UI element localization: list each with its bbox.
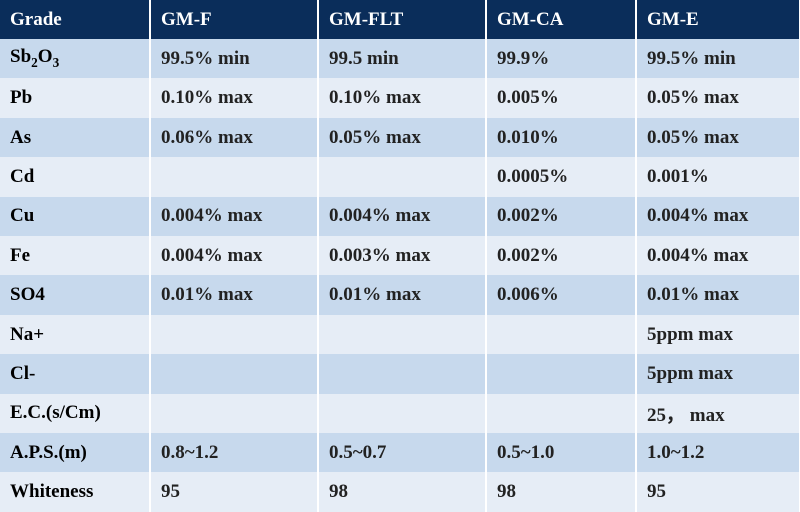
row-property: A.P.S.(m): [0, 433, 150, 472]
cell-gmflt: [318, 157, 486, 196]
cell-gmca: 0.0005%: [486, 157, 636, 196]
table-row: As 0.06% max 0.05% max 0.010% 0.05% max: [0, 118, 800, 157]
table-row: Cl- 5ppm max: [0, 354, 800, 393]
col-header-gmca: GM-CA: [486, 0, 636, 39]
row-property: Fe: [0, 236, 150, 275]
table-row: E.C.(s/Cm) 25， max: [0, 394, 800, 433]
cell-gme: 5ppm max: [636, 315, 800, 354]
cell-gmflt: 0.003% max: [318, 236, 486, 275]
cell-gmca: 0.010%: [486, 118, 636, 157]
table-row: A.P.S.(m) 0.8~1.2 0.5~0.7 0.5~1.0 1.0~1.…: [0, 433, 800, 472]
row-property: Whiteness: [0, 472, 150, 512]
row-property: As: [0, 118, 150, 157]
row-property: Pb: [0, 78, 150, 117]
cell-gmf: [150, 315, 318, 354]
col-header-gmf: GM-F: [150, 0, 318, 39]
table-row: Na+ 5ppm max: [0, 315, 800, 354]
cell-gmf: 95: [150, 472, 318, 512]
cell-gmca: 0.002%: [486, 197, 636, 236]
table-body: Sb2O3 99.5% min 99.5 min 99.9% 99.5% min…: [0, 39, 800, 512]
row-property: SO4: [0, 275, 150, 314]
cell-gmf: [150, 394, 318, 433]
table-row: Whiteness 95 98 98 95: [0, 472, 800, 512]
table-row: SO4 0.01% max 0.01% max 0.006% 0.01% max: [0, 275, 800, 314]
cell-gme: 0.004% max: [636, 236, 800, 275]
spec-table: Grade GM-F GM-FLT GM-CA GM-E Sb2O3 99.5%…: [0, 0, 800, 512]
cell-gmca: 0.002%: [486, 236, 636, 275]
row-property: Na+: [0, 315, 150, 354]
cell-gmflt: 0.004% max: [318, 197, 486, 236]
header-row: Grade GM-F GM-FLT GM-CA GM-E: [0, 0, 800, 39]
cell-gmca: 99.9%: [486, 39, 636, 78]
cell-gmflt: 0.10% max: [318, 78, 486, 117]
cell-gme: 0.01% max: [636, 275, 800, 314]
cell-gmca: [486, 354, 636, 393]
cell-gmflt: 0.5~0.7: [318, 433, 486, 472]
cell-gmf: 99.5% min: [150, 39, 318, 78]
cell-gmca: 98: [486, 472, 636, 512]
cell-gmf: 0.01% max: [150, 275, 318, 314]
cell-gmca: 0.006%: [486, 275, 636, 314]
row-property: E.C.(s/Cm): [0, 394, 150, 433]
cell-gme: 0.05% max: [636, 78, 800, 117]
cell-gmf: [150, 354, 318, 393]
cell-gmca: [486, 315, 636, 354]
cell-gmf: 0.004% max: [150, 197, 318, 236]
cell-gme: 25， max: [636, 394, 800, 433]
cell-gmflt: [318, 354, 486, 393]
cell-gmflt: 98: [318, 472, 486, 512]
row-property: Cd: [0, 157, 150, 196]
table-row: Cu 0.004% max 0.004% max 0.002% 0.004% m…: [0, 197, 800, 236]
cell-gmf: [150, 157, 318, 196]
row-property: Cu: [0, 197, 150, 236]
cell-gmca: [486, 394, 636, 433]
cell-gme: 1.0~1.2: [636, 433, 800, 472]
cell-gmf: 0.004% max: [150, 236, 318, 275]
row-property: Sb2O3: [0, 39, 150, 78]
cell-gme: 0.001%: [636, 157, 800, 196]
row-property: Cl-: [0, 354, 150, 393]
cell-gmca: 0.005%: [486, 78, 636, 117]
cell-gme: 0.05% max: [636, 118, 800, 157]
cell-gme: 5ppm max: [636, 354, 800, 393]
cell-gmflt: [318, 394, 486, 433]
cell-gmflt: 99.5 min: [318, 39, 486, 78]
table-row: Cd 0.0005% 0.001%: [0, 157, 800, 196]
cell-gmflt: [318, 315, 486, 354]
cell-gmf: 0.8~1.2: [150, 433, 318, 472]
table-row: Sb2O3 99.5% min 99.5 min 99.9% 99.5% min: [0, 39, 800, 78]
col-header-gme: GM-E: [636, 0, 800, 39]
col-header-grade: Grade: [0, 0, 150, 39]
cell-gme: 95: [636, 472, 800, 512]
table-row: Pb 0.10% max 0.10% max 0.005% 0.05% max: [0, 78, 800, 117]
cell-gmflt: 0.01% max: [318, 275, 486, 314]
col-header-gmflt: GM-FLT: [318, 0, 486, 39]
table-row: Fe 0.004% max 0.003% max 0.002% 0.004% m…: [0, 236, 800, 275]
cell-gmflt: 0.05% max: [318, 118, 486, 157]
cell-gme: 0.004% max: [636, 197, 800, 236]
cell-gmca: 0.5~1.0: [486, 433, 636, 472]
cell-gmf: 0.06% max: [150, 118, 318, 157]
cell-gmf: 0.10% max: [150, 78, 318, 117]
cell-gme: 99.5% min: [636, 39, 800, 78]
